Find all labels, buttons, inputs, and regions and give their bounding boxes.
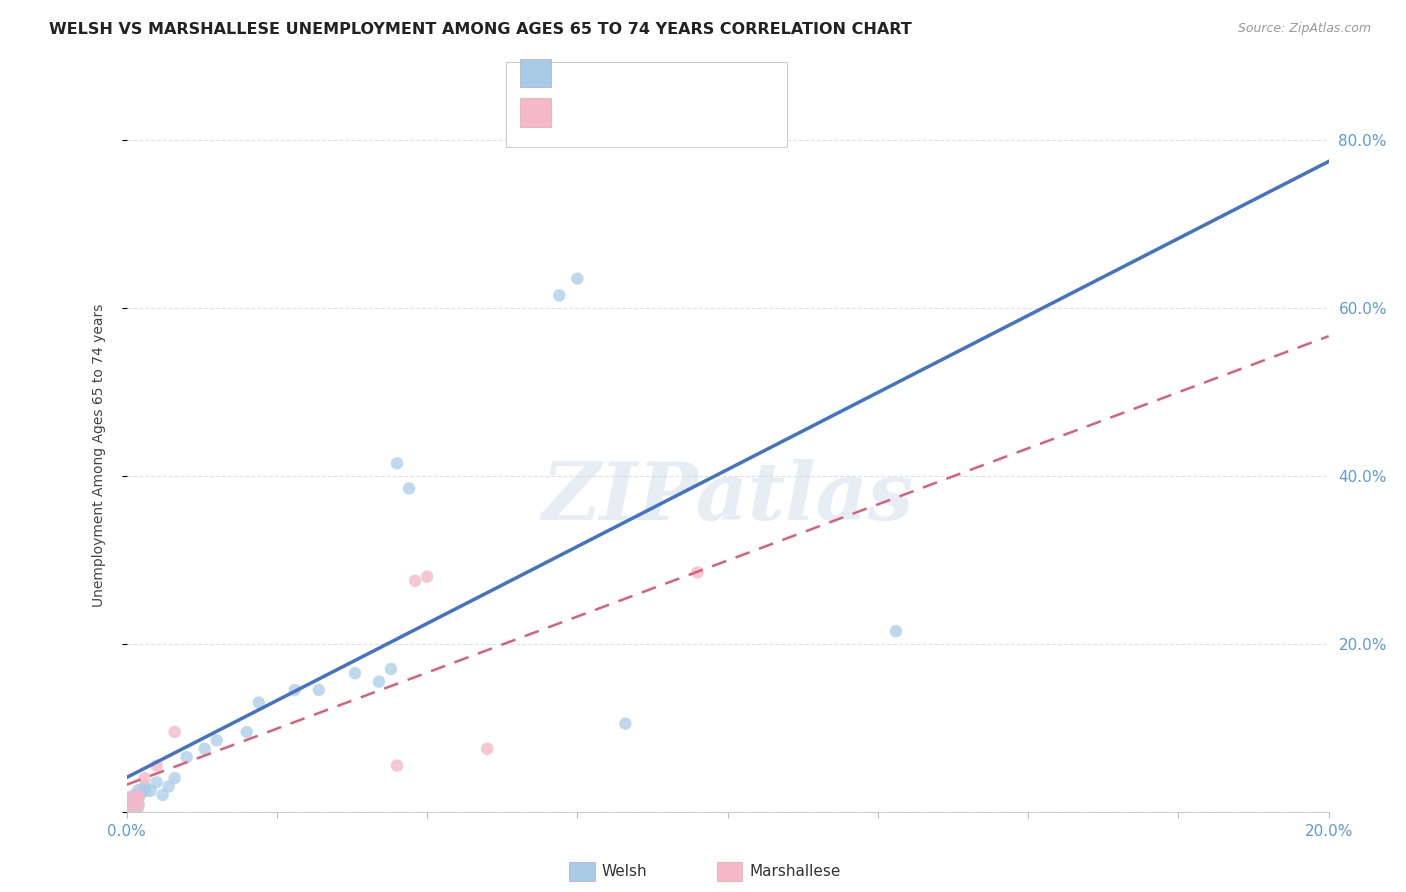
Point xyxy=(134,771,156,785)
Point xyxy=(163,725,186,739)
Point xyxy=(567,271,589,285)
Point xyxy=(368,674,391,689)
Point xyxy=(884,624,907,639)
Point xyxy=(385,456,408,470)
Text: Marshallese: Marshallese xyxy=(749,864,841,879)
Point xyxy=(121,792,143,806)
Point xyxy=(343,666,366,681)
Point xyxy=(145,775,167,789)
Point xyxy=(176,750,198,764)
Point xyxy=(548,288,571,302)
Text: R = 0.508   N = 27: R = 0.508 N = 27 xyxy=(562,64,733,82)
Point xyxy=(128,783,150,797)
Point xyxy=(145,758,167,772)
Point xyxy=(152,788,174,802)
Point xyxy=(235,725,259,739)
Point xyxy=(134,780,156,794)
Point xyxy=(157,780,180,794)
Point xyxy=(398,482,420,496)
Text: WELSH VS MARSHALLESE UNEMPLOYMENT AMONG AGES 65 TO 74 YEARS CORRELATION CHART: WELSH VS MARSHALLESE UNEMPLOYMENT AMONG … xyxy=(49,22,912,37)
Text: R = 0.870   N = 11: R = 0.870 N = 11 xyxy=(562,103,733,121)
Point xyxy=(128,788,150,802)
Y-axis label: Unemployment Among Ages 65 to 74 years: Unemployment Among Ages 65 to 74 years xyxy=(91,303,105,607)
Text: ZIPatlas: ZIPatlas xyxy=(541,459,914,536)
Text: Source: ZipAtlas.com: Source: ZipAtlas.com xyxy=(1237,22,1371,36)
Point xyxy=(686,566,709,580)
Point xyxy=(121,797,143,812)
Point xyxy=(308,683,330,698)
Point xyxy=(194,741,217,756)
Point xyxy=(385,758,408,772)
Point xyxy=(247,696,270,710)
Point xyxy=(404,574,426,588)
Point xyxy=(128,788,150,802)
Point xyxy=(121,797,143,812)
Point xyxy=(614,716,637,731)
Point xyxy=(139,783,162,797)
Point xyxy=(205,733,228,747)
Point xyxy=(163,771,186,785)
Text: Welsh: Welsh xyxy=(602,864,647,879)
Point xyxy=(380,662,402,676)
Point xyxy=(416,569,439,583)
Point xyxy=(475,741,498,756)
Point xyxy=(284,683,307,698)
Point xyxy=(134,783,156,797)
Point xyxy=(121,792,143,806)
